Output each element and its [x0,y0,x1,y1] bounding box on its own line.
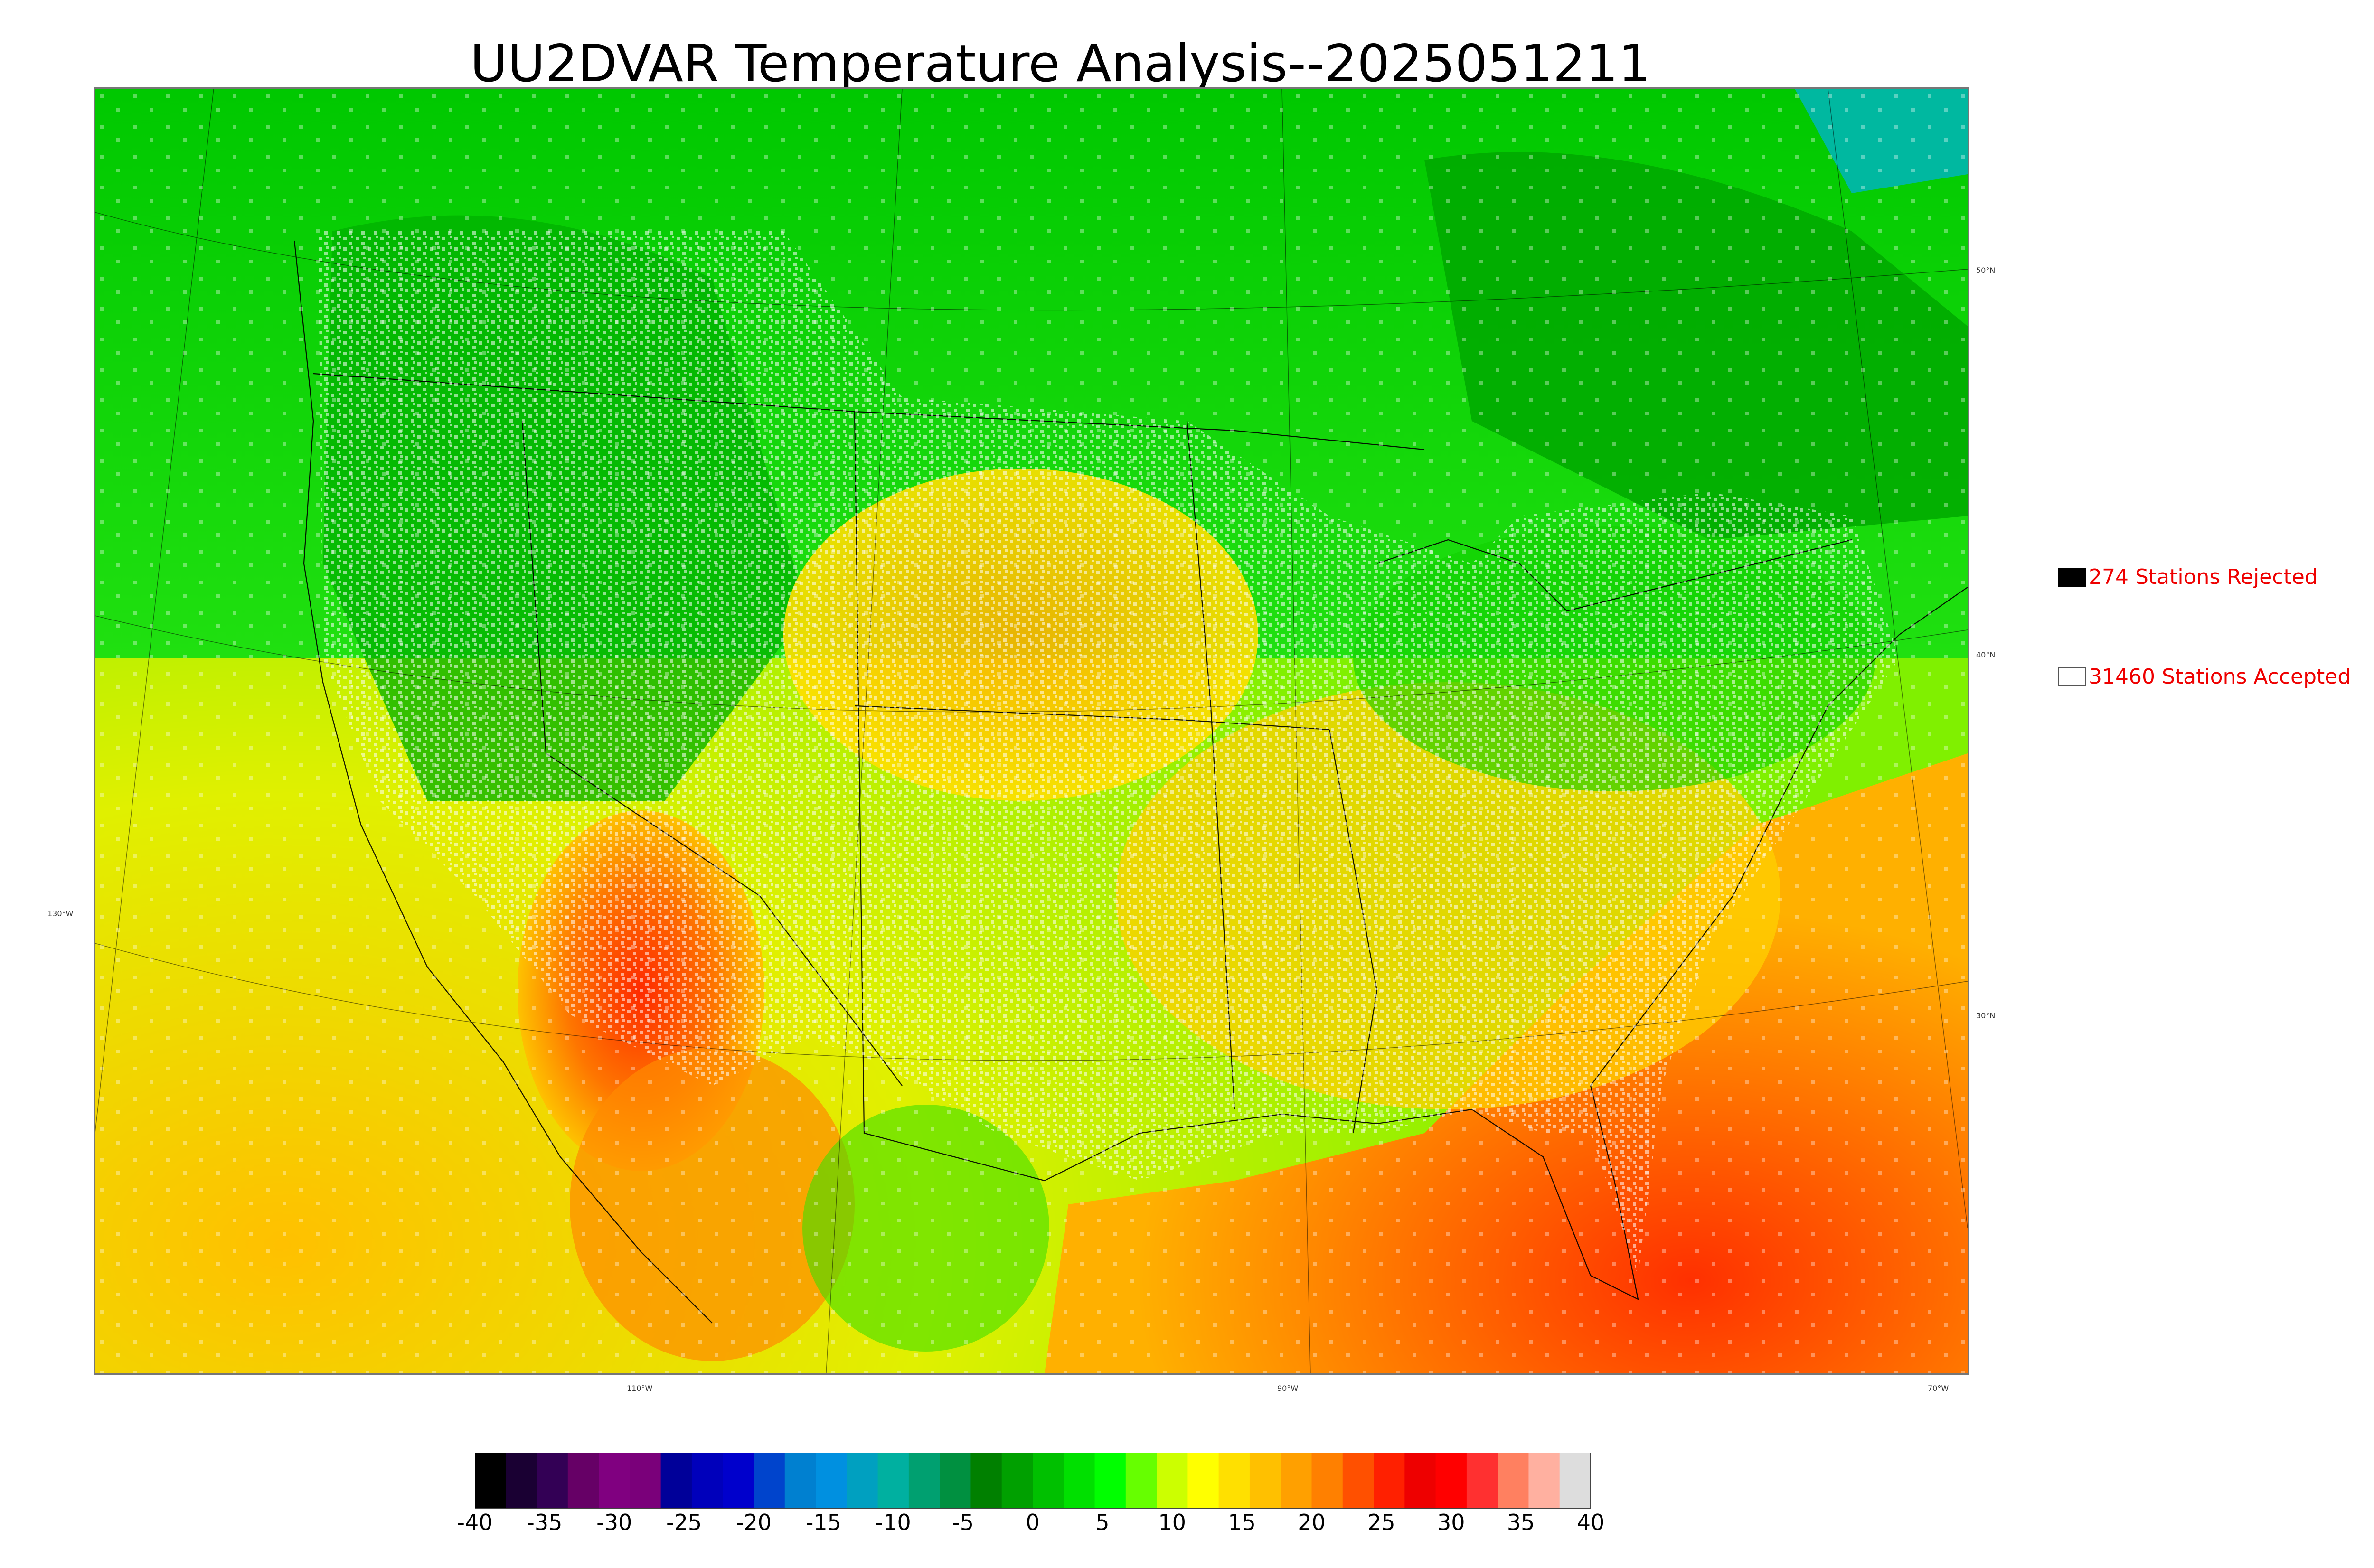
colorbar-segment [1342,1453,1374,1509]
accepted-stations [95,89,1968,1373]
colorbar-tick-label: 25 [1367,1510,1395,1535]
colorbar-segment [940,1453,971,1509]
colorbar-tick-label: -15 [805,1510,841,1535]
colorbar-segment [877,1453,909,1509]
colorbar-segment [723,1453,754,1509]
temperature-map[interactable] [94,87,1969,1375]
colorbar-segment [691,1453,723,1509]
colorbar-segment [970,1453,1002,1509]
lon-label-130w: 130°W [47,909,74,918]
colorbar-segment [1187,1453,1219,1509]
colorbar-tick-label: 40 [1576,1510,1605,1535]
legend-accepted: 31460 Stations Accepted [2058,665,2351,689]
colorbar-tick-label: -40 [457,1510,493,1535]
colorbar-tick-label: -20 [735,1510,772,1535]
colorbar-segment [567,1453,599,1509]
colorbar-segment [599,1453,630,1509]
colorbar-segment [784,1453,816,1509]
colorbar-ticks: -40 -35 -30 -25 -20 -15 -10 -5 0 5 10 15 20 25 30 35 40 [457,1510,1604,1543]
colorbar-segment [1001,1453,1033,1509]
colorbar-tick-label: 0 [1026,1510,1040,1535]
colorbar-segment [1125,1453,1157,1509]
rejected-swatch [2058,567,2086,587]
colorbar-tick-label: 30 [1437,1510,1465,1535]
colorbar-segment [1498,1453,1529,1509]
colorbar-segment [1435,1453,1467,1509]
colorbar-segment [754,1453,785,1509]
colorbar-segment [1528,1453,1560,1509]
colorbar-segment [847,1453,878,1509]
lat-label-40n: 40°N [1976,650,1996,659]
colorbar-segment [1281,1453,1312,1509]
colorbar-segment [1094,1453,1126,1509]
colorbar-tick-label: -30 [596,1510,632,1535]
colorbar-segment [1033,1453,1064,1509]
colorbar-tick-label: 10 [1158,1510,1187,1535]
page-title: UU2DVAR Temperature Analysis--2025051211 [470,34,1651,94]
lat-label-30n: 30°N [1976,1011,1996,1020]
colorbar [475,1453,1591,1509]
colorbar-tick-label: 20 [1298,1510,1326,1535]
lat-label-50n: 50°N [1976,266,1996,275]
colorbar-segment [908,1453,940,1509]
colorbar-segment [1466,1453,1498,1509]
colorbar-segment [1559,1453,1591,1509]
lon-label-70w: 70°W [1928,1384,1949,1393]
colorbar-segment [1404,1453,1436,1509]
colorbar-segment [537,1453,568,1509]
colorbar-tick-label: -10 [875,1510,911,1535]
legend-rejected: 274 Stations Rejected [2058,565,2318,589]
accepted-label: 31460 Stations Accepted [2089,665,2351,689]
accepted-swatch [2058,667,2086,686]
map-canvas [95,89,1968,1373]
colorbar-tick-label: -35 [527,1510,563,1535]
lon-label-110w: 110°W [627,1384,653,1393]
colorbar-tick-label: 15 [1228,1510,1256,1535]
colorbar-tick-label: -5 [952,1510,974,1535]
colorbar-segment [660,1453,692,1509]
colorbar-segment [1157,1453,1188,1509]
colorbar-tick-label: 5 [1095,1510,1110,1535]
colorbar-segment [1064,1453,1095,1509]
colorbar-segment [475,1453,506,1509]
lon-label-90w: 90°W [1277,1384,1299,1393]
colorbar-segment [1374,1453,1405,1509]
colorbar-segment [1218,1453,1250,1509]
colorbar-tick-label: -25 [666,1510,702,1535]
colorbar-segment [816,1453,847,1509]
colorbar-segment [506,1453,537,1509]
colorbar-segment [1249,1453,1281,1509]
colorbar-tick-label: 35 [1507,1510,1535,1535]
rejected-label: 274 Stations Rejected [2089,565,2318,589]
colorbar-segment [630,1453,661,1509]
colorbar-segment [1311,1453,1343,1509]
